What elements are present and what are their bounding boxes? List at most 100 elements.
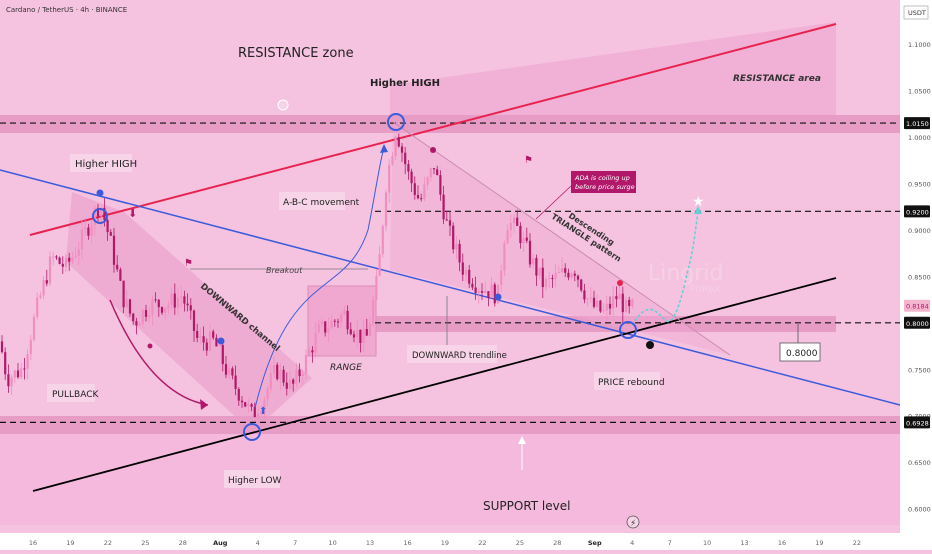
time-tick-label: 19 xyxy=(815,539,823,547)
candle-body xyxy=(605,303,608,311)
time-tick-label: 28 xyxy=(179,539,187,547)
candle-body xyxy=(39,295,42,298)
candle-body xyxy=(7,374,10,387)
downward-channel-fill xyxy=(66,192,312,432)
down-arrow-icon: ⬇ xyxy=(128,207,137,220)
blue-dot-3 xyxy=(494,293,502,301)
candle-body xyxy=(477,291,480,293)
candle-body xyxy=(71,256,74,262)
candle-body xyxy=(292,379,295,384)
candle-body xyxy=(279,369,282,380)
candle-body xyxy=(160,307,164,313)
candle-body xyxy=(442,194,445,220)
candle-body xyxy=(29,339,32,355)
eye-icon xyxy=(646,341,654,349)
candle-body xyxy=(368,323,372,336)
price-axis-unit-box xyxy=(903,5,929,20)
candle-body xyxy=(138,323,141,326)
candle-body xyxy=(260,411,263,415)
candle-body xyxy=(61,263,64,267)
svg-text:Higher HIGH: Higher HIGH xyxy=(75,159,137,170)
candle-body xyxy=(106,219,109,233)
candle-body xyxy=(628,299,631,307)
candle-body xyxy=(196,330,199,338)
candle-body xyxy=(570,273,573,278)
resistance-area-label: RESISTANCE area xyxy=(733,74,821,84)
candle-body xyxy=(26,354,29,369)
candle-body xyxy=(429,168,432,178)
candle-body xyxy=(253,406,256,418)
price-badge-label: 0.8000 xyxy=(906,320,929,328)
candle-body xyxy=(592,297,596,307)
candle-body xyxy=(528,240,532,265)
time-tick-label: 28 xyxy=(553,539,561,547)
projection-arrowhead xyxy=(694,206,702,214)
candle-body xyxy=(112,235,116,265)
candle-body xyxy=(84,227,87,230)
svg-text:PULLBACK: PULLBACK xyxy=(52,390,100,400)
price-badge-label: 1.0150 xyxy=(906,120,929,128)
candle-body xyxy=(218,344,221,347)
candle-body xyxy=(250,404,253,407)
candle-body xyxy=(500,270,503,285)
candle-body xyxy=(378,254,381,276)
time-axis-panel[interactable] xyxy=(0,533,900,550)
symbol-title[interactable]: Cardano / TetherUS · 4h · BINANCE xyxy=(6,6,127,14)
candle-body xyxy=(237,388,240,401)
candle-body xyxy=(432,168,436,170)
candle-body xyxy=(362,329,365,343)
lightning-icon[interactable] xyxy=(626,515,640,529)
support-band-top xyxy=(370,316,836,332)
candle-body xyxy=(506,230,509,244)
candle-body xyxy=(244,402,247,407)
blue-dot-2 xyxy=(217,337,225,345)
price-axis-panel[interactable] xyxy=(900,0,932,550)
candle-body xyxy=(298,369,301,377)
candle-body xyxy=(42,280,45,296)
candle-body xyxy=(525,237,528,241)
price-rebound-tag: PRICE rebound xyxy=(594,372,665,390)
candle-body xyxy=(189,305,192,311)
candle-body xyxy=(400,146,404,153)
candle-body xyxy=(512,217,516,224)
candle-body xyxy=(480,291,484,293)
candle-body xyxy=(359,329,362,343)
candle-body xyxy=(615,296,618,300)
candle-body xyxy=(330,320,333,329)
candle-body xyxy=(372,299,375,324)
candle-body xyxy=(564,268,567,273)
candle-body xyxy=(538,267,541,276)
brand-logo: Lingrid xyxy=(648,261,723,286)
candle-body xyxy=(173,293,176,308)
candle-body xyxy=(356,329,359,338)
candle-body xyxy=(624,299,628,313)
candle-body xyxy=(164,308,167,313)
candle-body xyxy=(20,368,23,378)
time-tick-label: 22 xyxy=(853,539,861,547)
info-icon[interactable] xyxy=(277,99,289,111)
blue-downtrend-line xyxy=(0,169,901,406)
candle-body xyxy=(394,137,397,157)
candle-body xyxy=(52,256,55,258)
candle-body xyxy=(16,370,20,378)
abc-arrowhead xyxy=(380,144,388,153)
price-tick-label: 1.0000 xyxy=(908,134,931,142)
candle-body xyxy=(55,256,58,258)
price-badge xyxy=(904,416,930,429)
candle-body xyxy=(416,194,420,199)
price-rebound-marker xyxy=(619,321,637,339)
brand-logo-sub: FOREX xyxy=(690,285,720,295)
candle-body xyxy=(80,229,84,250)
time-tick-label: 7 xyxy=(668,539,672,547)
candle-body xyxy=(420,198,423,200)
candle-body xyxy=(490,284,493,298)
candle-body xyxy=(333,320,336,322)
candle-body xyxy=(583,290,586,300)
candle-body xyxy=(343,310,346,315)
candle-body xyxy=(452,225,455,250)
time-tick-label: 10 xyxy=(703,539,711,547)
candle-body xyxy=(285,382,288,389)
candle-body xyxy=(516,217,519,226)
